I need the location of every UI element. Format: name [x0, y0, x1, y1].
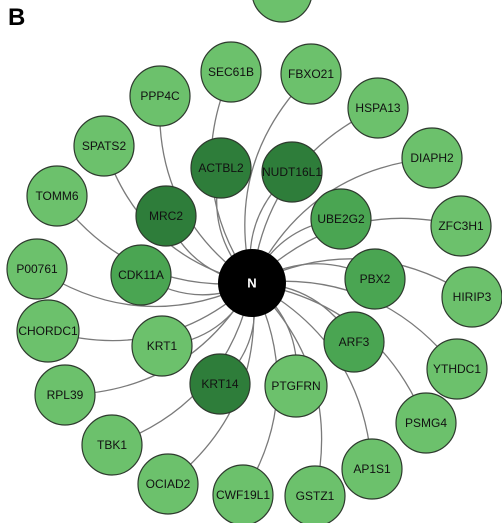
node-label-krt1: KRT1 [147, 339, 178, 353]
node-ptgfrn: PTGFRN [264, 354, 328, 418]
node-circle-tomm6 [26, 165, 88, 227]
node-chordc1: CHORDC1 [16, 299, 80, 363]
node-nudt16l1: NUDT16L1 [261, 141, 323, 203]
node-circle-krt14 [189, 353, 251, 415]
node-hspa13: HSPA13 [347, 77, 409, 139]
node-circle-krt1 [131, 315, 193, 377]
node-circle-nudt16l1 [261, 141, 323, 203]
node-label-krt14: KRT14 [201, 377, 238, 391]
node-psmg4: PSMG4 [395, 392, 457, 454]
nodes: SEC61B FBXO21 PPP4C HSPA13 SPATS2 DIAPH2 ACTBL… [6, 41, 502, 523]
node-hirip3: HIRIP3 [441, 266, 502, 328]
node-label-ube2g2: UBE2G2 [317, 212, 365, 226]
node-circle-hirip3 [441, 266, 502, 328]
node-circle-mrc2 [135, 185, 197, 247]
node-circle-zfc3h1 [430, 195, 492, 257]
node-label-actbl2: ACTBL2 [198, 161, 244, 175]
node-tomm6: TOMM6 [26, 165, 88, 227]
node-label-hirip3: HIRIP3 [453, 290, 492, 304]
node-ythdc1: YTHDC1 [426, 338, 488, 400]
node-spats2: SPATS2 [73, 115, 135, 177]
node-circle-arf3 [323, 311, 385, 373]
node-tbk1: TBK1 [81, 414, 143, 476]
node-circle-ppp4c [129, 65, 191, 127]
node-label-gstz1: GSTZ1 [296, 489, 335, 503]
node-rpl39: RPL39 [34, 364, 96, 426]
node-circle-cdk11a [110, 244, 172, 306]
node-circle-gstz1 [284, 465, 346, 523]
hub-circle [218, 249, 286, 317]
node-label-tomm6: TOMM6 [35, 189, 78, 203]
node-circle-tbk1 [81, 414, 143, 476]
node-label-sec61b: SEC61B [208, 65, 254, 79]
node-circle-hspa13 [347, 77, 409, 139]
node-label-ythdc1: YTHDC1 [433, 362, 481, 376]
node-label-psmg4: PSMG4 [405, 416, 447, 430]
node-fbxo21: FBXO21 [280, 43, 342, 105]
node-circle-sec61b [200, 41, 262, 103]
node-circle-ube2g2 [310, 188, 372, 250]
node-gstz1: GSTZ1 [284, 465, 346, 523]
node-circle-ptgfrn [264, 354, 328, 418]
node-circle-diaph2 [401, 127, 463, 189]
node-label-cwf19l1: CWF19L1 [216, 488, 270, 502]
node-circle-ociad2 [137, 453, 199, 515]
node-ap1s1: AP1S1 [341, 438, 403, 500]
node-label-ociad2: OCIAD2 [146, 477, 191, 491]
node-label-pbx2: PBX2 [360, 272, 391, 286]
node-arf3: ARF3 [323, 311, 385, 373]
node-label-p00761: P00761 [16, 262, 58, 276]
node-pbx2: PBX2 [344, 248, 406, 310]
node-krt1: KRT1 [131, 315, 193, 377]
node-label-hspa13: HSPA13 [355, 101, 400, 115]
node-cwf19l1: CWF19L1 [212, 464, 274, 523]
node-label-fbxo21: FBXO21 [288, 67, 334, 81]
node-circle-rpl39 [34, 364, 96, 426]
node-label-chordc1: CHORDC1 [18, 324, 78, 338]
node-label-arf3: ARF3 [339, 335, 370, 349]
node-circle-chordc1 [16, 299, 80, 363]
node-label-diaph2: DIAPH2 [410, 151, 454, 165]
node-label-cdk11a: CDK11A [118, 268, 164, 282]
node-cdk11a: CDK11A [110, 244, 172, 306]
node-ociad2: OCIAD2 [137, 453, 199, 515]
partial-node-top [252, 0, 312, 23]
node-sec61b: SEC61B [200, 41, 262, 103]
node-label-tbk1: TBK1 [97, 438, 127, 452]
node-label-spats2: SPATS2 [82, 139, 127, 153]
node-label-ppp4c: PPP4C [140, 89, 180, 103]
node-circle-cwf19l1 [212, 464, 274, 523]
node-actbl2: ACTBL2 [190, 137, 252, 199]
node-label-zfc3h1: ZFC3H1 [438, 219, 484, 233]
node-krt14: KRT14 [189, 353, 251, 415]
panel-label: B [8, 4, 26, 31]
node-p00761: P00761 [6, 238, 68, 300]
hub-node: N [218, 249, 286, 317]
node-ube2g2: UBE2G2 [310, 188, 372, 250]
node-diaph2: DIAPH2 [401, 127, 463, 189]
node-label-rpl39: RPL39 [47, 388, 84, 402]
node-circle-psmg4 [395, 392, 457, 454]
node-label-mrc2: MRC2 [149, 209, 183, 223]
node-label-nudt16l1: NUDT16L1 [262, 165, 322, 179]
node-circle-p00761 [6, 238, 68, 300]
node-circle-ap1s1 [341, 438, 403, 500]
node-label-ap1s1: AP1S1 [353, 462, 391, 476]
node-mrc2: MRC2 [135, 185, 197, 247]
node-circle-spats2 [73, 115, 135, 177]
node-circle-ythdc1 [426, 338, 488, 400]
hub-label: N [247, 276, 256, 291]
node-circle-actbl2 [190, 137, 252, 199]
node-label-ptgfrn: PTGFRN [271, 379, 320, 393]
node-circle-pbx2 [344, 248, 406, 310]
node-ppp4c: PPP4C [129, 65, 191, 127]
node-circle-fbxo21 [280, 43, 342, 105]
node-zfc3h1: ZFC3H1 [430, 195, 492, 257]
